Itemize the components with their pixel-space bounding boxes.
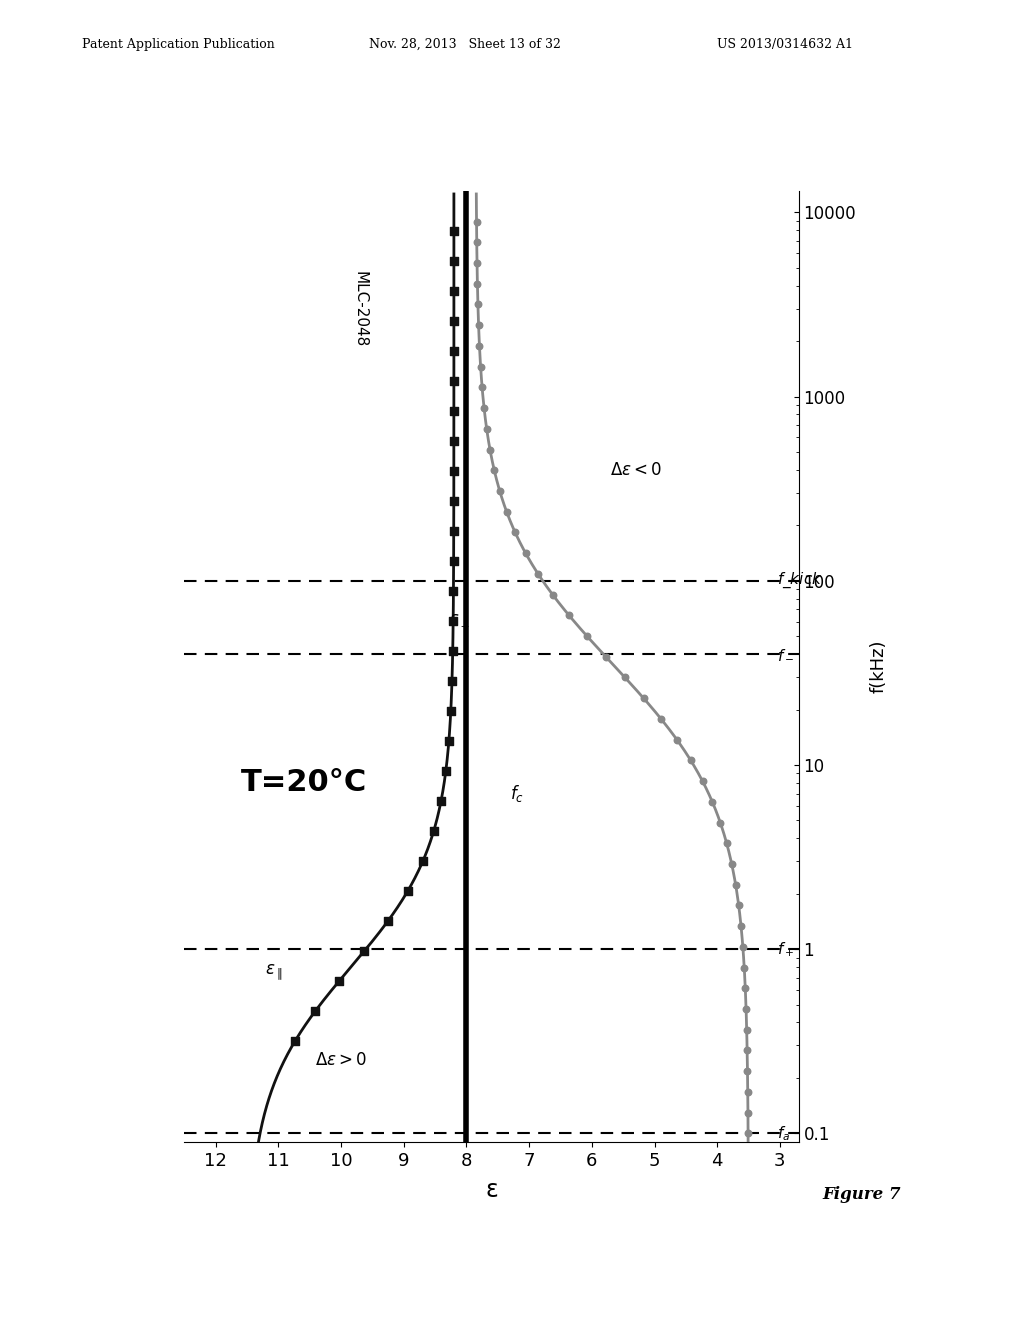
Point [738,1019,755,1040]
Point [739,1081,756,1102]
Point [636,688,652,709]
Text: T=20°C: T=20°C [241,768,367,797]
Point [469,232,485,253]
Point [445,550,462,572]
Point [445,251,462,272]
Point [445,220,462,242]
Point [472,356,488,378]
Text: $f\_kick$: $f\_kick$ [777,572,822,590]
Point [445,520,462,541]
Point [470,294,486,315]
Point [445,581,462,602]
Point [426,821,442,842]
Point [694,771,711,792]
Text: $f_a$: $f_a$ [777,1125,790,1143]
Text: $\Delta\varepsilon<0$: $\Delta\varepsilon<0$ [609,461,662,479]
Point [739,1040,756,1061]
Text: f(kHz): f(kHz) [869,640,888,693]
Point [399,880,416,902]
Point [356,941,373,962]
Point [737,978,754,999]
Point [669,729,685,750]
Point [529,564,546,585]
Point [470,314,486,335]
Text: $\varepsilon_\perp$: $\varepsilon_\perp$ [449,611,470,628]
Point [492,480,508,502]
X-axis label: ε: ε [485,1177,498,1201]
Point [517,543,534,564]
Point [444,640,461,661]
Point [740,1123,757,1144]
Point [445,280,462,301]
Text: $f_+$: $f_+$ [777,940,794,958]
Point [738,998,755,1019]
Point [616,667,633,688]
Point [507,521,523,543]
Point [545,583,561,605]
Point [478,418,495,440]
Point [739,1061,756,1082]
Point [683,750,699,771]
Text: Patent Application Publication: Patent Application Publication [82,37,274,50]
Text: $\varepsilon_\parallel$: $\varepsilon_\parallel$ [265,962,283,982]
Point [469,273,485,294]
Text: $f_c$: $f_c$ [510,783,523,804]
Point [476,397,493,418]
Text: $\Delta\varepsilon>0$: $\Delta\varepsilon>0$ [315,1051,368,1069]
Point [437,760,454,781]
Point [415,850,431,871]
Text: MLC-2048: MLC-2048 [352,271,368,347]
Point [653,709,670,730]
Text: Figure 7: Figure 7 [822,1185,901,1203]
Point [733,916,750,937]
Point [712,812,728,833]
Text: US 2013/0314632 A1: US 2013/0314632 A1 [717,37,853,50]
Text: Nov. 28, 2013   Sheet 13 of 32: Nov. 28, 2013 Sheet 13 of 32 [369,37,560,50]
Point [443,671,460,692]
Point [730,895,746,916]
Point [440,730,457,751]
Point [482,440,499,461]
Point [724,854,740,875]
Point [445,491,462,512]
Point [579,626,595,647]
Point [598,647,614,668]
Point [474,376,490,397]
Point [734,936,751,957]
Point [433,791,450,812]
Point [468,211,484,232]
Point [486,459,503,480]
Point [469,252,485,273]
Point [561,605,578,626]
Point [499,502,515,523]
Point [445,371,462,392]
Point [380,911,396,932]
Text: $f_-$: $f_-$ [777,647,794,661]
Point [307,1001,324,1022]
Point [445,610,462,631]
Point [445,310,462,331]
Point [445,430,462,451]
Point [719,833,735,854]
Point [736,957,753,978]
Point [445,341,462,362]
Point [442,701,459,722]
Point [331,970,347,991]
Point [445,400,462,421]
Point [287,1031,303,1052]
Point [739,1102,756,1123]
Point [727,874,743,895]
Point [471,335,487,356]
Point [705,791,721,812]
Point [445,461,462,482]
